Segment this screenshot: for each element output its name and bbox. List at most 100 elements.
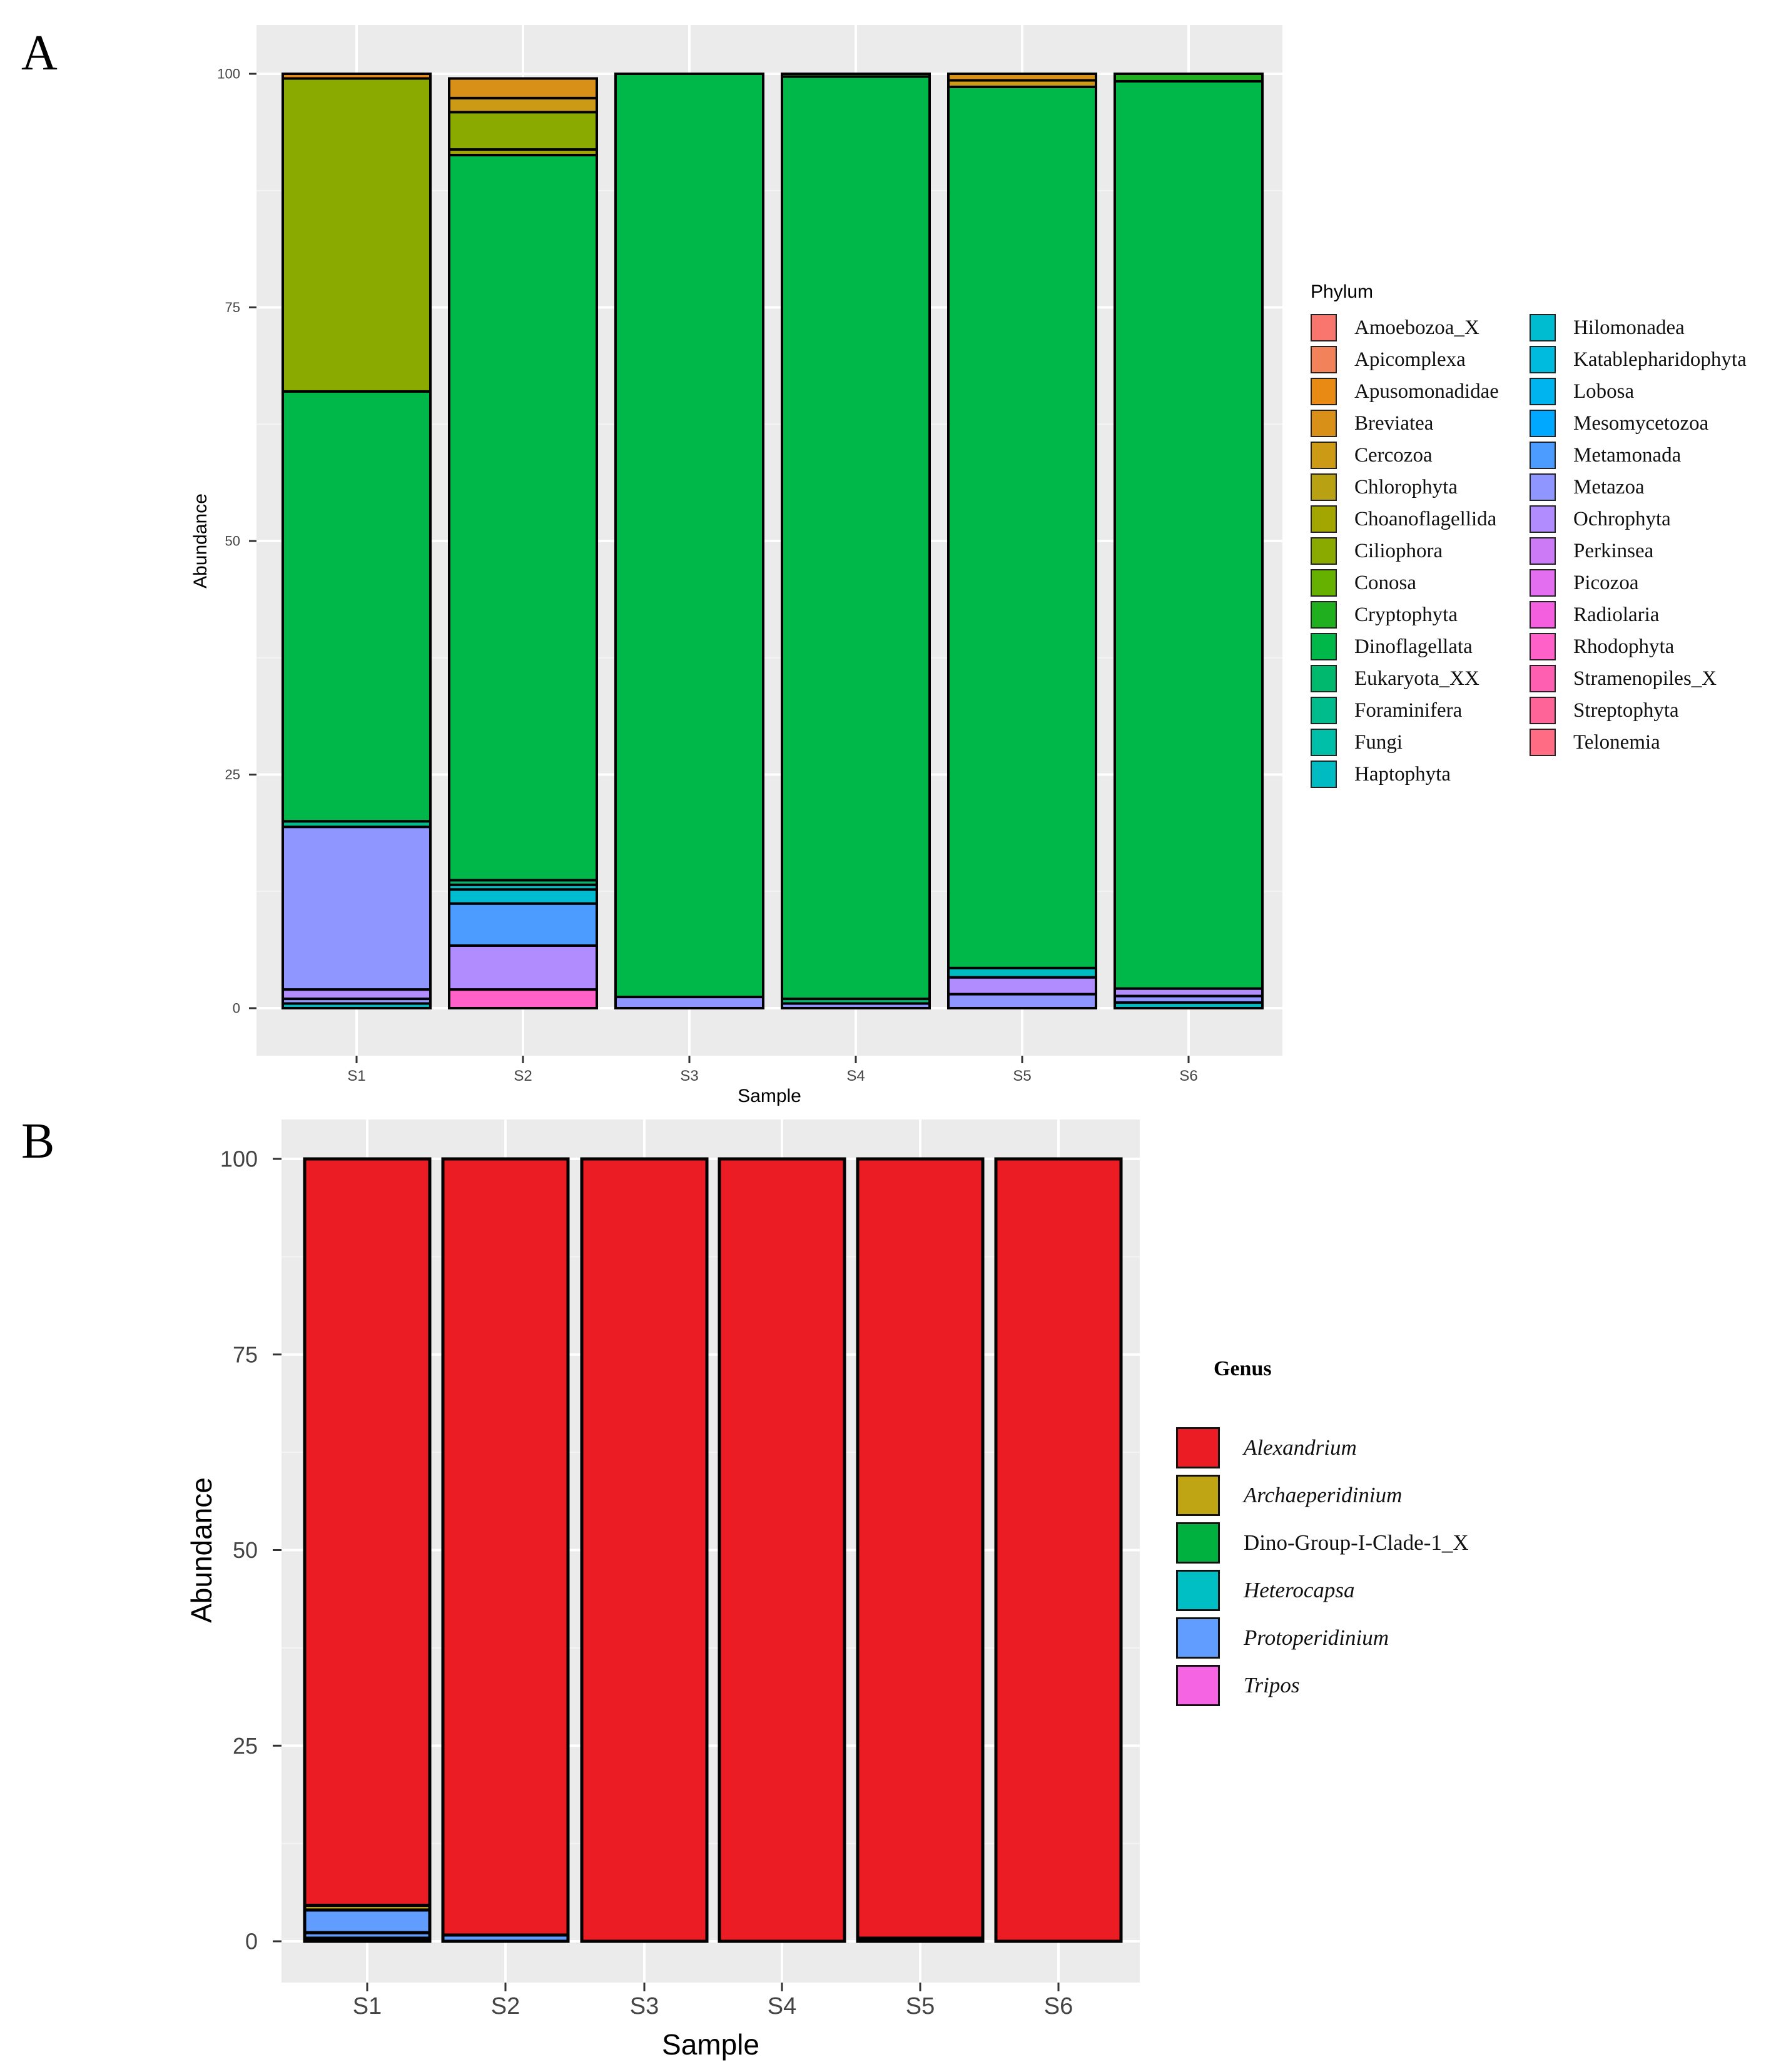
legend-label: Picozoa — [1573, 571, 1639, 594]
legend-swatch — [1530, 633, 1556, 660]
legend-label: Tripos — [1244, 1673, 1300, 1697]
panel-b-label: B — [21, 1114, 55, 1169]
chart-b-y-tick-label: 50 — [233, 1537, 258, 1563]
chart-a-bar-segment-s6 — [1114, 73, 1264, 83]
legend-phylum-item: Conosa — [1311, 569, 1416, 597]
chart-a-y-axis-label: Abundance — [190, 493, 211, 589]
legend-phylum-item: Telonemia — [1530, 729, 1660, 756]
legend-phylum-item: Radiolaria — [1530, 601, 1659, 629]
legend-swatch — [1311, 729, 1337, 756]
legend-label: Hilomonadea — [1573, 316, 1685, 339]
chart-a-y-tick-label: 50 — [225, 533, 240, 549]
chart-a-bar-segment-s2 — [448, 988, 598, 1009]
chart-b-y-tick-label: 25 — [233, 1733, 258, 1759]
legend-phylum-item: Breviatea — [1311, 410, 1433, 437]
legend-label: Mesomycetozoa — [1573, 412, 1709, 435]
chart-a-y-tick-label: 25 — [225, 767, 240, 782]
legend-swatch — [1311, 442, 1337, 469]
chart-a-x-tick-label: S2 — [514, 1068, 532, 1084]
legend-label: Fungi — [1354, 730, 1403, 754]
chart-a-bar-segment-s1 — [282, 826, 432, 991]
chart-b-y-tick-label: 0 — [245, 1929, 258, 1954]
legend-phylum-item: Ochrophyta — [1530, 505, 1671, 533]
legend-phylum-item: Lobosa — [1530, 378, 1634, 405]
legend-phylum-item: Picozoa — [1530, 569, 1638, 597]
legend-swatch — [1530, 314, 1556, 341]
chart-a-bar-segment-s2 — [448, 902, 598, 947]
legend-label: Eukaryota_XX — [1354, 667, 1479, 690]
legend-label: Telonemia — [1573, 730, 1660, 754]
legend-label: Archaeperidinium — [1244, 1483, 1403, 1507]
legend-phylum-item: Metamonada — [1530, 442, 1681, 469]
legend-swatch — [1530, 505, 1556, 533]
legend-phylum-item: Cryptophyta — [1311, 601, 1458, 629]
legend-phylum-item: Cercozoa — [1311, 442, 1433, 469]
legend-swatch — [1311, 761, 1337, 788]
legend-swatch — [1530, 601, 1556, 629]
chart-b-x-tick-label: S3 — [630, 1993, 659, 2019]
legend-label: Cercozoa — [1354, 443, 1433, 467]
legend-phylum-item: Eukaryota_XX — [1311, 665, 1479, 692]
chart-b-y-tick-label: 75 — [233, 1342, 258, 1367]
legend-genus-item: Archaeperidinium — [1176, 1475, 1402, 1516]
chart-a-bar-segment-s1 — [282, 77, 432, 393]
legend-swatch — [1530, 473, 1556, 501]
legend-label: Dino-Group-I-Clade-1_X — [1244, 1530, 1469, 1555]
chart-b-y-tick-label: 100 — [220, 1146, 258, 1172]
chart-a-bar-segment-s2 — [448, 111, 598, 151]
legend-label: Katablepharidophyta — [1573, 348, 1747, 371]
legend-genus-title: Genus — [1214, 1357, 1272, 1380]
legend-genus-item: Dino-Group-I-Clade-1_X — [1176, 1522, 1469, 1564]
legend-label: Conosa — [1354, 571, 1416, 594]
chart-b-bar-segment-s6 — [994, 1157, 1123, 1943]
legend-swatch — [1530, 346, 1556, 373]
legend-phylum-item: Ciliophora — [1311, 537, 1443, 565]
legend-phylum-item: Metazoa — [1530, 473, 1645, 501]
legend-label: Breviatea — [1354, 412, 1434, 435]
chart-a-bar-segment-s2 — [448, 96, 598, 114]
legend-swatch — [1530, 729, 1556, 756]
legend-swatch — [1311, 665, 1337, 692]
chart-b-x-tick-label: S1 — [353, 1993, 382, 2019]
legend-swatch — [1530, 569, 1556, 597]
legend-genus-item: Alexandrium — [1176, 1427, 1357, 1468]
legend-swatch — [1530, 665, 1556, 692]
chart-a-x-tick-label: S3 — [680, 1068, 698, 1084]
chart-a-bar-segment-s3 — [614, 996, 764, 1010]
legend-swatch — [1530, 697, 1556, 724]
chart-a-bar-segment-s1 — [282, 390, 432, 823]
chart-b-bar-segment-s3 — [580, 1157, 709, 1943]
legend-label: Amoebozoa_X — [1354, 316, 1479, 339]
legend-swatch — [1311, 633, 1337, 660]
chart-a-x-tick-label: S6 — [1179, 1068, 1197, 1084]
chart-a-x-tick-label: S5 — [1013, 1068, 1031, 1084]
chart-b-bar-segment-s1 — [303, 1157, 432, 1907]
legend-phylum-item: Rhodophyta — [1530, 633, 1674, 660]
legend-label: Foraminifera — [1354, 699, 1463, 722]
legend-label: Heterocapsa — [1244, 1578, 1355, 1602]
chart-b-x-tick-label: S2 — [491, 1993, 520, 2019]
legend-swatch — [1176, 1665, 1220, 1706]
chart-b-bar-segment-s2 — [441, 1157, 570, 1937]
legend-swatch — [1311, 697, 1337, 724]
chart-a-bar-segment-s4 — [781, 73, 931, 78]
legend-label: Ciliophora — [1354, 539, 1443, 562]
legend-phylum-item: Streptophyta — [1530, 697, 1679, 724]
chart-a-bar-segment-s5 — [947, 85, 1097, 969]
legend-phylum-item: Chlorophyta — [1311, 473, 1458, 501]
legend-label: Radiolaria — [1573, 603, 1660, 626]
legend-label: Lobosa — [1573, 380, 1635, 403]
legend-swatch — [1311, 378, 1337, 405]
chart-a-y-tick-label: 0 — [233, 1001, 240, 1016]
legend-swatch — [1176, 1427, 1220, 1468]
legend-genus: Genus Alexandrium Archaeperidinium Dino-Gr… — [1176, 1357, 1677, 1732]
legend-phylum-item: Amoebozoa_X — [1311, 314, 1479, 341]
chart-b-x-tick-label: S4 — [768, 1993, 796, 2019]
legend-swatch — [1530, 442, 1556, 469]
chart-a-bar-segment-s3 — [614, 73, 764, 999]
chart-a-bar-segment-s1 — [282, 73, 432, 80]
legend-phylum: Phylum Amoebozoa_X Apicomplexa Apusomonadi… — [1311, 281, 1786, 807]
legend-label: Chlorophyta — [1354, 475, 1458, 498]
legend-phylum-item: Dinoflagellata — [1311, 633, 1473, 660]
chart-b-x-tick-label: S5 — [906, 1993, 935, 2019]
